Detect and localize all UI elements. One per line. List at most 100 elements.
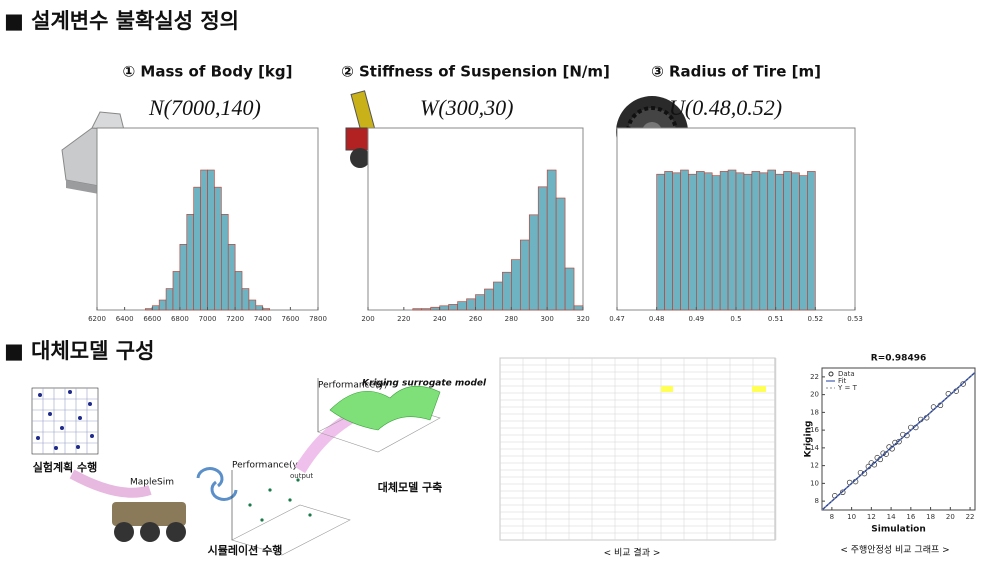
software-logo: MapleSim: [130, 478, 174, 488]
histogram-bar: [791, 172, 800, 311]
diagram-label: 시뮬레이션 수행: [208, 543, 283, 557]
histogram-bar: [711, 175, 721, 311]
x-tick-label: 6400: [116, 315, 134, 323]
x-tick-label: 7400: [254, 315, 272, 323]
chart-formula: N(7000,140): [148, 95, 261, 120]
histogram-bar: [799, 175, 808, 311]
y-tick-label: 18: [810, 408, 819, 416]
x-tick-label: 14: [887, 513, 896, 521]
histogram-bar: [448, 304, 458, 311]
histogram-bar: [656, 173, 665, 311]
histogram-bar: [564, 267, 575, 311]
histogram-bar: [158, 299, 167, 311]
histogram-bar: [186, 213, 194, 311]
histogram-bar: [412, 308, 423, 311]
histogram-bar: [573, 305, 584, 311]
chart-title: ② Stiffness of Suspension [N/m]: [341, 63, 610, 81]
x-tick-label: 7200: [226, 315, 244, 323]
x-tick-label: 320: [576, 315, 589, 323]
x-tick-label: 7800: [309, 315, 327, 323]
table-highlight: [661, 386, 673, 392]
simulation-plot: [231, 470, 351, 556]
data-point: [960, 381, 966, 387]
histogram-bar: [227, 243, 236, 311]
diagram-label: 실험계획 수행: [33, 460, 98, 474]
histogram-bar: [688, 173, 697, 311]
histogram-bar: [703, 172, 713, 311]
histogram-bar: [457, 301, 467, 311]
histogram-bar: [193, 186, 201, 311]
histogram-bar: [466, 298, 476, 311]
histogram-bar: [719, 171, 729, 311]
histogram-bar: [200, 169, 208, 311]
section-header: ■ 대체모델 구성: [4, 339, 154, 363]
histogram-bar: [172, 271, 181, 311]
histogram-bar: [735, 172, 745, 311]
y-tick-label: 12: [810, 462, 819, 470]
histogram-bar: [759, 172, 769, 311]
histogram-bar: [807, 171, 816, 311]
x-tick-label: 0.51: [768, 315, 784, 323]
x-tick-label: 6600: [143, 315, 161, 323]
histogram-bar: [519, 239, 530, 311]
chart-formula: W(300,30): [420, 95, 513, 120]
histogram-bar: [672, 172, 681, 311]
surrogate-plot: [317, 378, 441, 453]
histogram-bar: [664, 171, 673, 311]
diagram-label: Kriging surrogate model: [362, 379, 487, 389]
x-tick-label: 280: [505, 315, 518, 323]
y-tick-label: 8: [815, 497, 819, 505]
histogram-bar: [430, 306, 440, 311]
y-tick-label: 22: [810, 373, 819, 381]
histogram-bar: [511, 259, 521, 311]
diagram-label: 대체모델 구축: [378, 480, 443, 494]
histogram-bar: [475, 294, 485, 311]
histogram-bar: [234, 271, 243, 311]
y-tick-label: 16: [810, 426, 819, 434]
histogram-bar: [696, 171, 705, 311]
x-tick-label: 7000: [199, 315, 217, 323]
histogram-bar: [248, 299, 257, 311]
histogram-bar: [751, 171, 761, 311]
x-tick-label: 16: [906, 513, 915, 521]
histogram-bar: [439, 305, 449, 311]
histogram-bar: [262, 308, 270, 311]
x-tick-label: 200: [361, 315, 374, 323]
histogram-bar: [151, 305, 160, 311]
histogram-bar: [680, 169, 689, 311]
chart-title: R=0.98496: [871, 354, 926, 364]
histogram-bar: [145, 308, 153, 311]
section-header: ■ 설계변수 불확실성 정의: [4, 9, 239, 33]
x-tick-label: 0.5: [730, 315, 741, 323]
caption: < 비교 결과 >: [604, 548, 661, 559]
axis-label: output: [290, 472, 313, 480]
histogram-bar: [214, 186, 222, 311]
y-tick-label: 10: [810, 479, 819, 487]
histogram-bar: [783, 171, 792, 311]
x-tick-label: 22: [966, 513, 975, 521]
y-tick-label: 14: [810, 444, 819, 452]
histogram-bar: [502, 271, 512, 311]
doe-grid: [31, 387, 99, 455]
x-tick-label: 6200: [88, 315, 106, 323]
data-point: [896, 438, 902, 445]
y-axis-title: Kriging: [804, 421, 814, 458]
y-tick-label: 20: [810, 391, 819, 399]
x-tick-label: 20: [946, 513, 955, 521]
chart-title: ③ Radius of Tire [m]: [651, 63, 821, 81]
table-highlight: [752, 386, 766, 392]
histogram-bar: [555, 197, 566, 311]
x-tick-label: 300: [540, 315, 553, 323]
fit-line: [821, 371, 976, 511]
x-tick-label: 0.47: [609, 315, 625, 323]
data-point: [839, 489, 846, 496]
cycle-arrow: [196, 467, 224, 488]
histogram-bar: [221, 213, 229, 311]
histogram-bar: [165, 288, 174, 311]
x-axis-title: Simulation: [871, 525, 926, 535]
x-tick-label: 8: [830, 513, 834, 521]
x-tick-label: 6800: [171, 315, 189, 323]
histogram-bar: [537, 186, 548, 311]
x-tick-label: 10: [847, 513, 856, 521]
